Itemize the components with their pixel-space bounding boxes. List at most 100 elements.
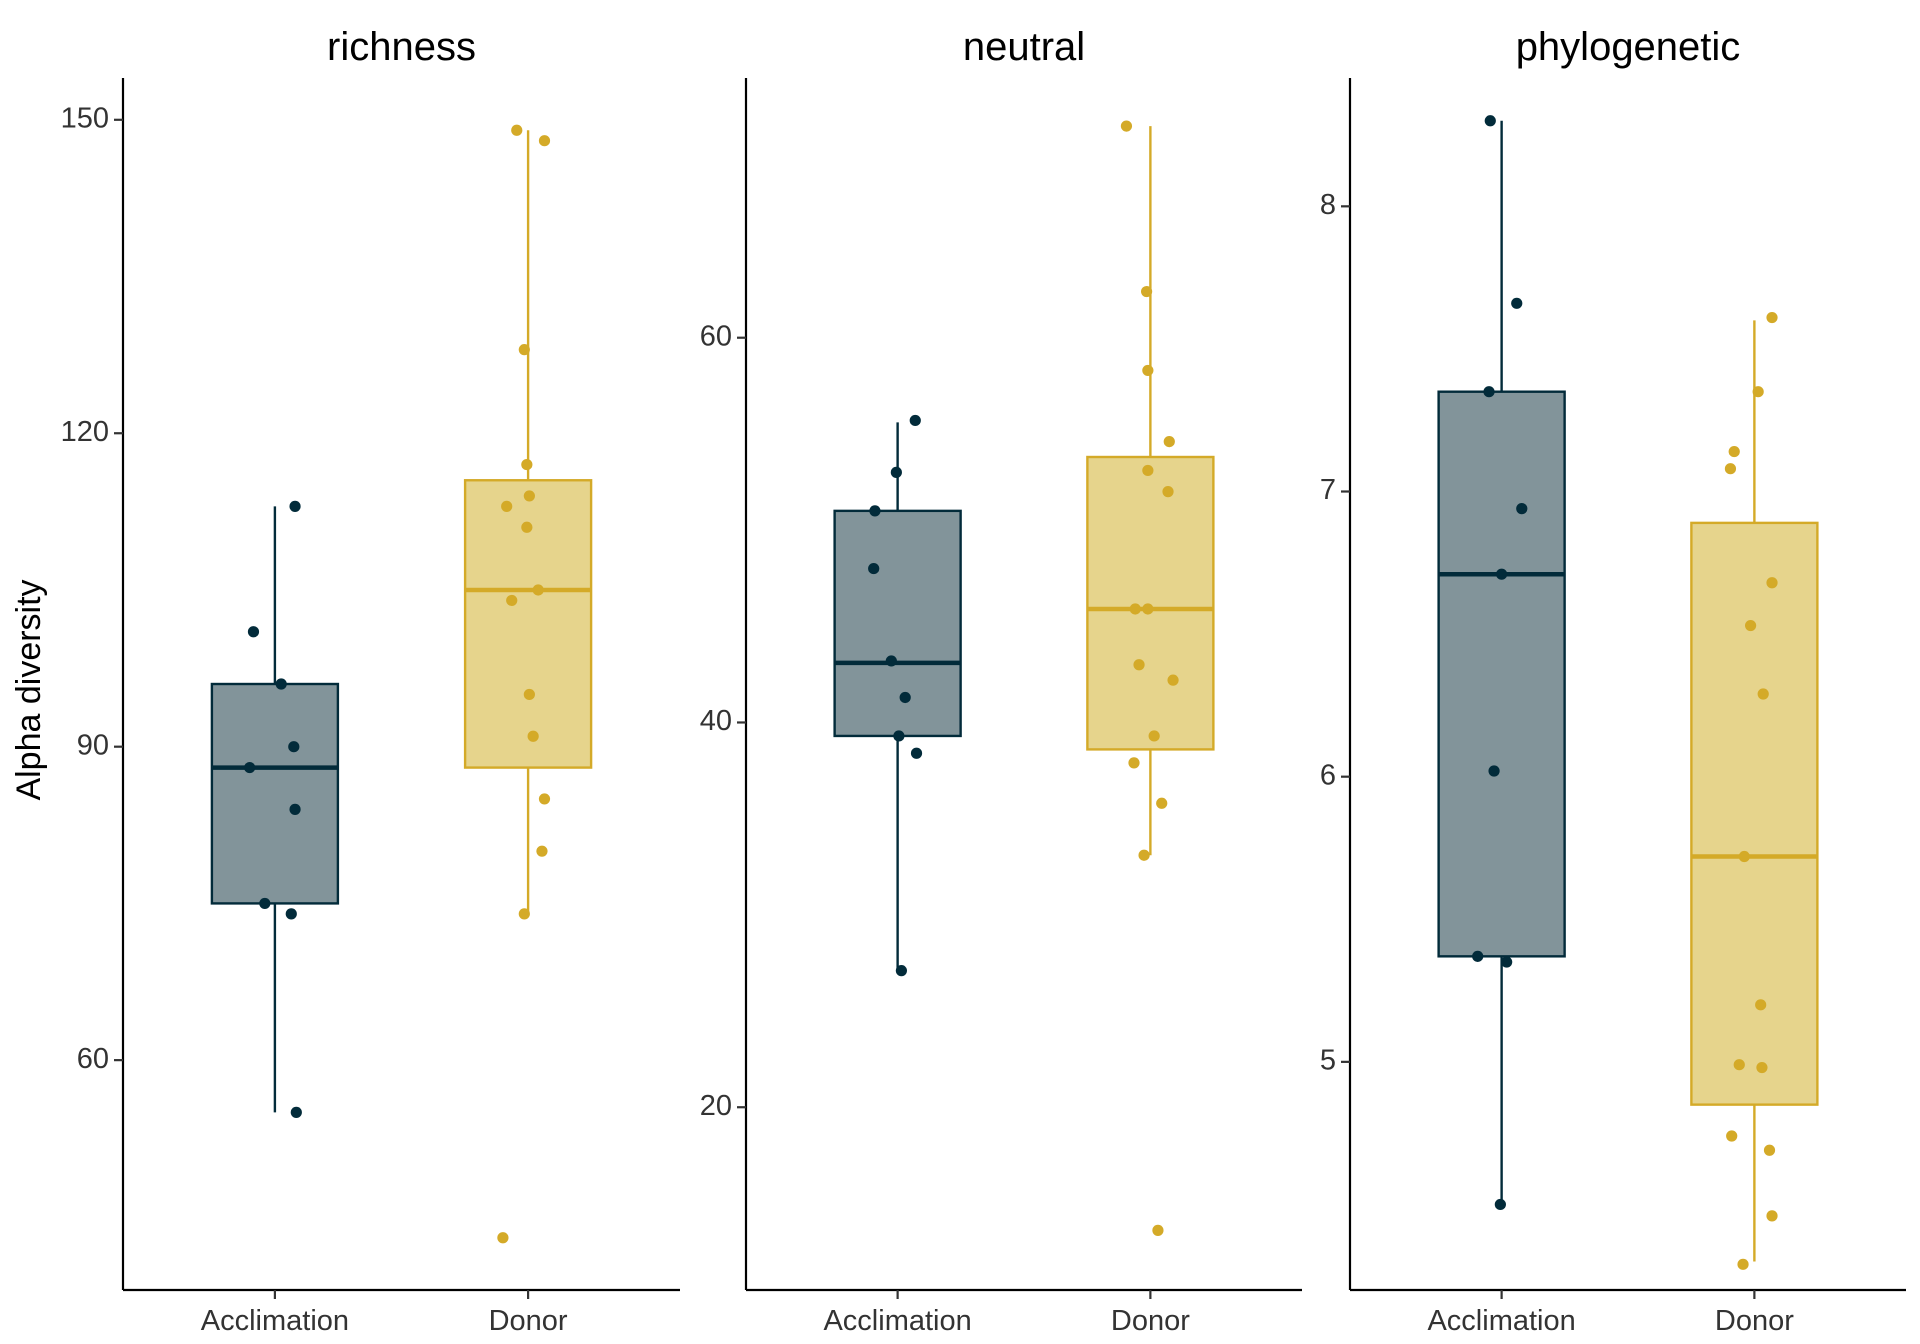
data-point <box>1766 1210 1778 1222</box>
y-tick-label: 150 <box>61 102 109 134</box>
box-body <box>1086 455 1215 751</box>
data-point <box>885 655 897 667</box>
data-point <box>1494 1198 1506 1211</box>
data-point <box>259 897 271 910</box>
data-point <box>521 458 533 471</box>
data-point <box>1726 1130 1738 1142</box>
data-point <box>511 124 523 136</box>
box-body <box>1437 390 1566 958</box>
y-tick-label: 40 <box>700 705 732 737</box>
data-point <box>1733 1059 1745 1071</box>
data-point <box>868 562 880 575</box>
y-tick-label: 6 <box>1320 759 1336 791</box>
data-point <box>1163 436 1175 448</box>
facet-phylogenetic: phylogenetic 5 6 7 8 Acclimation Donor <box>1320 25 1906 1337</box>
data-point <box>285 908 297 920</box>
data-point <box>1511 297 1523 309</box>
data-point <box>1752 386 1764 398</box>
data-point <box>1484 115 1496 127</box>
data-point <box>1756 1061 1768 1074</box>
data-point <box>536 845 548 857</box>
box-body <box>833 509 962 738</box>
data-point <box>1152 1224 1164 1236</box>
data-point <box>1133 659 1145 671</box>
data-point <box>538 793 551 805</box>
facet-title: phylogenetic <box>1516 25 1741 69</box>
y-tick-label: 20 <box>700 1090 732 1122</box>
data-point <box>1763 1144 1776 1156</box>
data-point <box>1156 797 1168 809</box>
data-point <box>521 521 533 533</box>
data-point <box>275 678 287 690</box>
data-point <box>290 1106 302 1118</box>
data-point <box>1737 1258 1749 1270</box>
box-donor <box>1086 126 1215 856</box>
x-tick-label: Donor <box>1715 1305 1794 1337</box>
data-point <box>899 691 911 704</box>
data-point <box>1142 464 1154 477</box>
data-point <box>1167 674 1179 686</box>
data-point <box>895 965 908 977</box>
box-acclimation <box>833 422 962 973</box>
data-point <box>1138 849 1150 861</box>
box-body <box>210 682 340 905</box>
data-point <box>909 414 921 427</box>
data-point <box>1120 120 1133 132</box>
data-point <box>1755 999 1767 1011</box>
x-tick-label: Acclimation <box>1427 1305 1575 1337</box>
data-point <box>1728 445 1740 458</box>
facet-title: richness <box>327 25 476 69</box>
data-point <box>1162 486 1174 498</box>
data-point <box>1142 364 1154 377</box>
x-tick-label: Donor <box>1111 1305 1190 1337</box>
data-point <box>1744 619 1757 632</box>
data-point <box>869 505 881 517</box>
data-point <box>247 626 260 638</box>
data-point <box>1483 386 1495 398</box>
data-point <box>1128 757 1140 769</box>
data-point <box>1766 577 1778 589</box>
data-point <box>518 908 530 920</box>
y-tick-label: 8 <box>1320 189 1336 221</box>
data-point <box>1148 730 1160 742</box>
box-acclimation <box>1437 120 1566 1205</box>
data-point <box>1738 850 1750 863</box>
x-tick-label: Acclimation <box>823 1305 971 1337</box>
data-point <box>1516 503 1528 515</box>
data-point <box>288 741 300 753</box>
data-point <box>506 594 518 607</box>
facet-neutral: neutral 20 40 60 Acclimation Donor <box>700 25 1302 1337</box>
data-point <box>1496 568 1508 580</box>
data-point <box>244 761 256 774</box>
data-point <box>1472 950 1484 962</box>
data-point <box>289 803 301 815</box>
data-point <box>289 500 301 512</box>
data-point <box>890 466 902 478</box>
data-point <box>910 747 923 759</box>
data-point <box>518 344 530 356</box>
box-acclimation <box>210 506 340 1113</box>
data-point <box>527 730 539 742</box>
data-point <box>1501 956 1513 968</box>
data-point <box>1757 688 1769 700</box>
y-tick-label: 5 <box>1320 1045 1336 1077</box>
data-point <box>1488 765 1500 777</box>
data-point <box>532 584 544 596</box>
data-point <box>1129 603 1141 615</box>
facet-title: neutral <box>963 25 1085 69</box>
box-donor <box>463 130 593 914</box>
data-point <box>1724 463 1737 475</box>
data-point <box>497 1232 509 1244</box>
y-tick-label: 7 <box>1320 474 1336 506</box>
facet-richness: richness 60 90 120 150 Acclimation Donor <box>61 25 680 1337</box>
box-donor <box>1690 320 1819 1262</box>
y-tick-label: 120 <box>61 416 109 448</box>
data-point <box>523 688 535 701</box>
data-point <box>501 500 513 512</box>
y-axis-title: Alpha diversity <box>10 579 48 800</box>
box-body <box>1690 521 1819 1106</box>
data-point <box>1142 603 1154 615</box>
y-tick-label: 60 <box>77 1043 109 1075</box>
